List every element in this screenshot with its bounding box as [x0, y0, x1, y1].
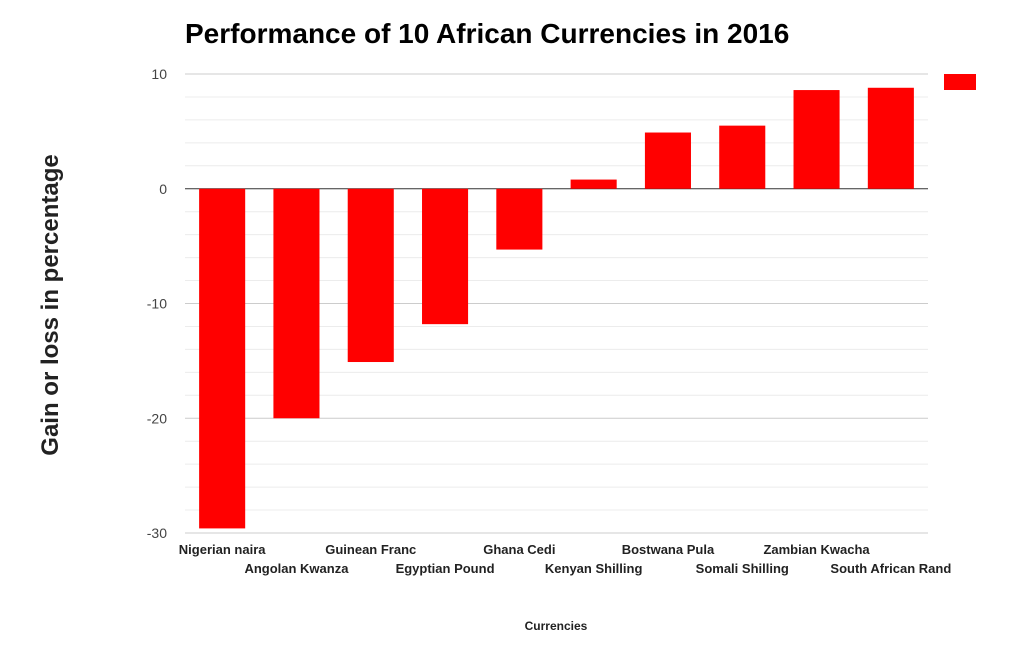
x-tick-labels: Nigerian naira Angolan Kwanza Guinean Fran… [179, 542, 952, 576]
x-tick-label: Zambian Kwacha [763, 542, 870, 557]
x-tick-label: Somali Shilling [696, 561, 789, 576]
bar [496, 188, 543, 250]
bar [273, 188, 320, 419]
bar [422, 188, 469, 325]
bar [719, 125, 766, 189]
y-tick-label: -20 [147, 410, 167, 426]
bars-layer [199, 87, 914, 529]
bar [199, 188, 246, 529]
y-axis-title: Gain or loss in percentage [37, 154, 64, 455]
y-tick-label: -30 [147, 525, 167, 541]
x-tick-label: Kenyan Shilling [545, 561, 643, 576]
y-tick-label: -10 [147, 296, 167, 312]
bar [570, 179, 617, 189]
x-tick-label: Bostwana Pula [622, 542, 715, 557]
x-tick-label: Angolan Kwanza [244, 561, 349, 576]
x-axis-title: Currencies [525, 619, 588, 633]
x-tick-label: South African Rand [830, 561, 951, 576]
x-tick-label: Egyptian Pound [396, 561, 495, 576]
y-tick-label: 10 [151, 66, 167, 82]
bar [347, 188, 394, 363]
x-tick-label: Guinean Franc [325, 542, 416, 557]
chart-title: Performance of 10 African Currencies in … [185, 18, 789, 49]
bar [867, 87, 914, 189]
ticks-layer: 10 0 -10 -20 -30 [147, 66, 167, 541]
bar [644, 132, 691, 189]
x-tick-label: Nigerian naira [179, 542, 266, 557]
bar [793, 90, 840, 189]
x-tick-label: Ghana Cedi [483, 542, 555, 557]
y-tick-label: 0 [159, 181, 167, 197]
legend-swatch [944, 74, 976, 90]
